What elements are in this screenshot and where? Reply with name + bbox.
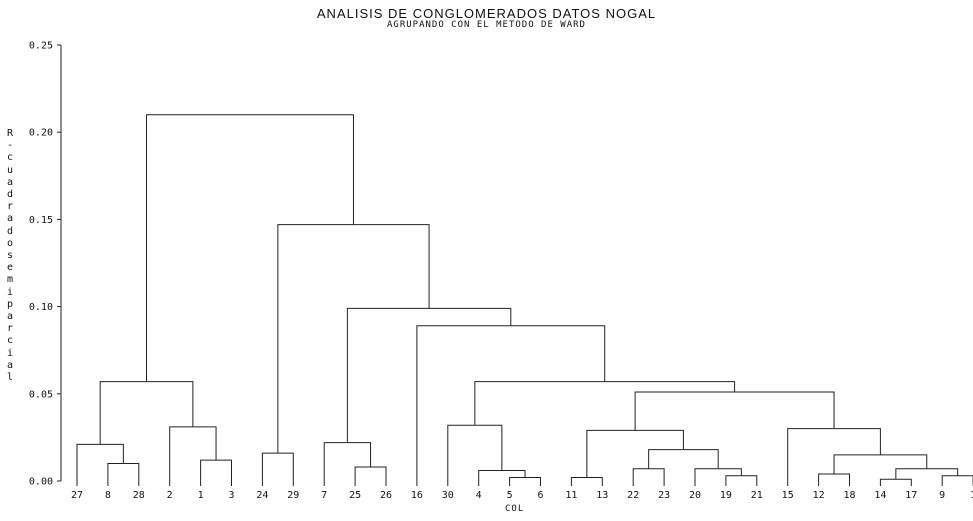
dendrogram-link [509, 477, 541, 481]
y-tick-label: 0.20 [29, 128, 53, 139]
chart-subtitle: AGRUPANDO CON EL METODO DE WARD [387, 20, 586, 30]
dendrogram-link [107, 463, 140, 481]
leaf-label: 9 [939, 490, 945, 501]
dendrogram-link [478, 470, 526, 481]
leaf-label: 11 [565, 490, 577, 501]
leaf-label: 26 [380, 490, 392, 501]
dendrogram-link [99, 381, 194, 445]
dendrogram-link [570, 477, 603, 481]
dendrogram-link [146, 114, 354, 382]
leaf-label: 2 [167, 490, 173, 501]
leaf-label: 21 [751, 490, 763, 501]
y-tick-label: 0.15 [29, 215, 53, 226]
leaf-label: 1 [198, 490, 204, 501]
dendrogram-link [818, 473, 850, 481]
leaf-label: 19 [720, 490, 732, 501]
leaf-label: 28 [133, 490, 145, 501]
dendrogram-link [694, 468, 742, 481]
leaf-label: 25 [349, 490, 361, 501]
chart-title: ANALISIS DE CONGLOMERADOS DATOS NOGAL [316, 6, 657, 21]
leaf-label: 4 [476, 490, 482, 501]
leaf-label: 17 [905, 490, 917, 501]
leaf-label: 16 [411, 490, 423, 501]
leaf-label: 27 [71, 490, 83, 501]
leaf-label: 24 [256, 490, 268, 501]
dendrogram-link [648, 449, 719, 469]
dendrogram-link [895, 468, 959, 480]
y-axis-label: R-cuadrado semi parcial [6, 128, 20, 384]
leaf-label: 29 [287, 490, 299, 501]
y-tick-label: 0.10 [29, 302, 53, 313]
dendrogram-link [346, 307, 512, 443]
dendrogram-link [416, 325, 606, 481]
dendrogram-link [277, 224, 430, 454]
leaf-label: 1 [970, 490, 973, 501]
leaf-label: 14 [874, 490, 886, 501]
leaf-label: 8 [105, 490, 111, 501]
dendrogram-link [447, 424, 503, 481]
dendrogram-link [474, 381, 736, 426]
leaf-label: 5 [507, 490, 513, 501]
dendrogram-link [323, 442, 372, 481]
leaf-label: 3 [228, 490, 234, 501]
x-axis-label: COL [505, 504, 525, 514]
leaf-label: 20 [689, 490, 701, 501]
dendrogram-link [879, 478, 912, 481]
dendrogram-link [200, 459, 232, 481]
y-tick-label: 0.05 [29, 389, 53, 400]
leaf-label: 6 [537, 490, 543, 501]
dendrogram-link [632, 468, 665, 481]
dendrogram-link [833, 454, 928, 475]
leaf-label: 18 [843, 490, 855, 501]
leaf-label: 7 [321, 490, 327, 501]
leaf-labels: 27 8 28 2 1 3 24 29 7 25 26 16 30 4 5 6 11 13 22 23 20 19 21 15… [71, 490, 973, 501]
leaf-label: 13 [596, 490, 608, 501]
y-axis-ticks: 0.00 0.05 0.10 0.15 0.20 0.25 [29, 41, 61, 488]
dendrogram-links [76, 114, 973, 481]
y-tick-label: 0.00 [29, 477, 53, 488]
dendrogram-link [941, 475, 973, 481]
leaf-label: 22 [627, 490, 639, 501]
leaf-label: 30 [442, 490, 454, 501]
dendrogram-link [354, 466, 387, 481]
y-tick-label: 0.25 [29, 41, 53, 52]
dendrogram-link [725, 475, 758, 481]
dendrogram-link [169, 426, 217, 481]
leaf-label: 12 [813, 490, 825, 501]
leaf-ticks [76, 481, 973, 486]
leaf-label: 15 [782, 490, 794, 501]
dendrogram-link [586, 429, 684, 478]
dendrogram-link [76, 443, 124, 481]
dendrogram-link [261, 452, 294, 481]
leaf-label: 23 [658, 490, 670, 501]
dendrogram-link [634, 391, 835, 431]
